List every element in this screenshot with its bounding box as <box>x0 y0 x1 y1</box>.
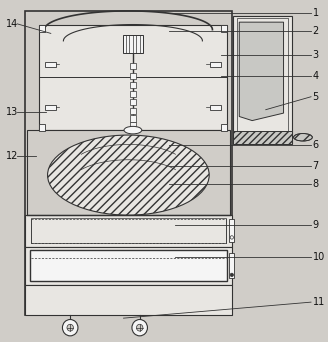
Bar <box>25 215 232 247</box>
Text: 2: 2 <box>313 26 319 36</box>
Bar <box>123 35 143 53</box>
Bar <box>45 105 56 110</box>
Text: 3: 3 <box>313 50 319 60</box>
Bar <box>25 247 232 285</box>
Bar <box>130 82 136 88</box>
Bar <box>220 25 227 32</box>
Bar <box>233 16 292 144</box>
Bar <box>39 25 45 32</box>
Bar <box>130 63 136 69</box>
Bar <box>220 124 227 131</box>
Text: 11: 11 <box>313 297 325 307</box>
Circle shape <box>67 324 73 331</box>
Bar <box>45 62 56 67</box>
Text: 1: 1 <box>313 8 319 18</box>
Text: 7: 7 <box>313 160 319 171</box>
Circle shape <box>132 319 148 336</box>
Bar <box>130 91 136 97</box>
Bar <box>130 108 136 114</box>
Bar <box>233 131 292 144</box>
Bar <box>130 122 136 129</box>
Bar <box>30 250 227 281</box>
Ellipse shape <box>124 127 142 134</box>
Circle shape <box>230 273 234 277</box>
Circle shape <box>136 324 143 331</box>
Bar <box>229 253 235 278</box>
Text: 6: 6 <box>313 141 319 150</box>
Polygon shape <box>239 22 283 121</box>
Bar <box>130 73 136 79</box>
Bar <box>39 124 45 131</box>
Text: 4: 4 <box>313 71 319 81</box>
Ellipse shape <box>48 135 209 215</box>
Bar <box>27 130 230 215</box>
Bar <box>210 62 220 67</box>
Bar <box>25 11 232 315</box>
Text: 13: 13 <box>6 107 18 117</box>
Ellipse shape <box>294 133 312 141</box>
Text: 10: 10 <box>313 252 325 262</box>
Bar <box>130 99 136 105</box>
Bar <box>39 25 227 130</box>
Bar <box>229 219 235 241</box>
Bar <box>31 218 226 242</box>
Text: 12: 12 <box>6 151 18 161</box>
Text: 14: 14 <box>6 19 18 29</box>
Bar <box>130 116 136 122</box>
Text: 8: 8 <box>313 179 319 189</box>
Text: 9: 9 <box>313 221 319 231</box>
Text: 5: 5 <box>313 92 319 102</box>
Circle shape <box>230 236 234 239</box>
Bar <box>25 285 232 315</box>
Circle shape <box>62 319 78 336</box>
Bar <box>237 18 288 140</box>
Bar <box>210 105 220 110</box>
